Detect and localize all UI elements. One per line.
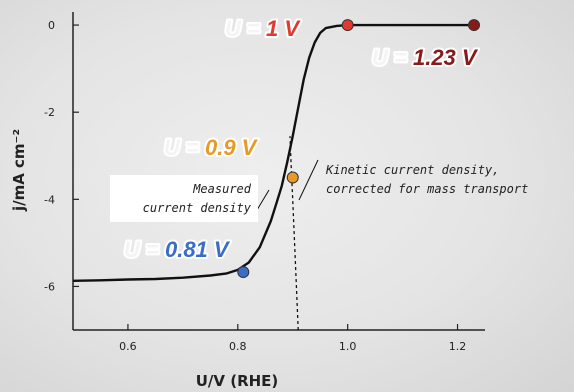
u-081v-label: U = 0.81 V (124, 237, 231, 262)
y-tick-label: 0 (48, 19, 55, 32)
x-tick-label: 1.0 (339, 340, 357, 353)
measured-current-line (72, 23, 474, 282)
u-1v-prefix: U = (225, 16, 266, 41)
x-ticks: 0.6 0.8 1.0 1.2 (119, 324, 466, 353)
kinetic-current-dashed-line (289, 136, 299, 331)
x-tick-label: 1.2 (449, 340, 467, 353)
highlight-point (341, 19, 354, 32)
highlight-point (237, 266, 250, 279)
u-123v-prefix: U = (372, 45, 413, 70)
kinetic-leader-line (298, 159, 319, 201)
u-123v-value: 1.23 V (413, 45, 479, 70)
x-tick-label: 0.6 (119, 340, 137, 353)
y-tick-label: -6 (44, 280, 55, 293)
y-tick-label: -2 (44, 106, 55, 119)
measured-leader-line (256, 189, 270, 211)
u-081v-prefix: U = (124, 237, 165, 262)
x-axis-label: U/V (RHE) (196, 372, 279, 390)
u-1v-value: 1 V (266, 16, 301, 41)
y-tick-label: -4 (44, 193, 55, 206)
u-1v-label: U = 1 V (225, 16, 301, 41)
highlight-point (286, 171, 299, 184)
measured-label-box (110, 175, 258, 222)
measured-label-line-2: current density (143, 201, 252, 215)
y-axis-label: j/mA cm⁻² (10, 129, 28, 212)
u-09v-prefix: U = (164, 135, 205, 160)
kinetic-label-line-2: corrected for mass transport (326, 182, 528, 196)
highlight-point (468, 19, 481, 32)
u-09v-label: U = 0.9 V (164, 135, 259, 160)
kinetic-label-line-1: Kinetic current density, (325, 163, 499, 177)
y-ticks: 0 -2 -4 -6 (44, 19, 79, 293)
axes-frame (72, 12, 485, 331)
u-123v-label: U = 1.23 V (372, 45, 479, 70)
u-081v-value: 0.81 V (165, 237, 231, 262)
x-tick-label: 0.8 (229, 340, 247, 353)
highlighted-points (237, 19, 481, 279)
measured-label-line-1: Measured (192, 182, 252, 196)
u-09v-value: 0.9 V (205, 135, 259, 160)
